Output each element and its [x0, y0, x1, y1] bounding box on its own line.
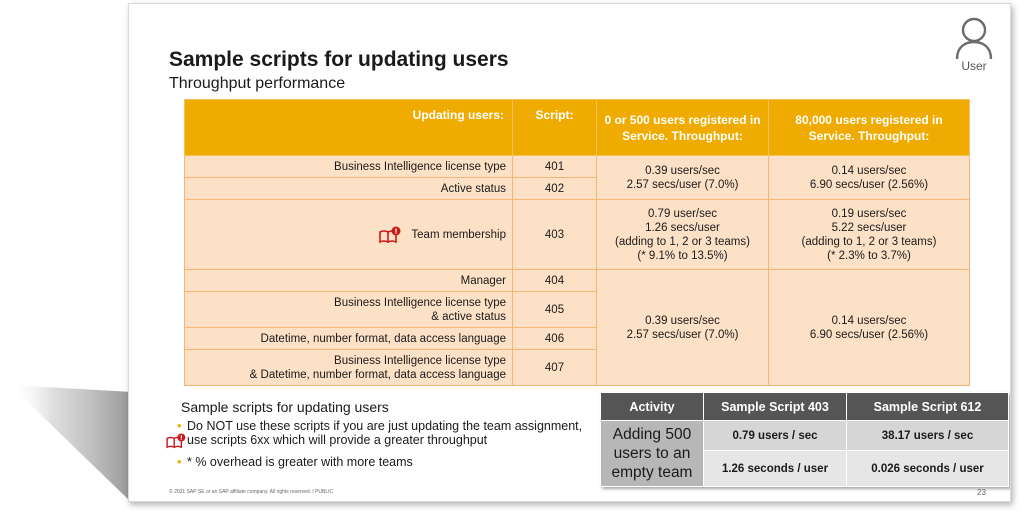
bullet-text: Do NOT use these scripts if you are just… [187, 419, 583, 447]
throughput-small: 0.79 user/sec 1.26 secs/user (adding to … [596, 199, 769, 270]
page-number: 23 [977, 488, 986, 497]
activity-table: Activity Sample Script 403 Sample Script… [600, 392, 1009, 487]
throughput-large: 0.14 users/sec 6.90 secs/user (2.56%) [768, 155, 970, 200]
throughput-large: 0.19 users/sec 5.22 secs/user (adding to… [768, 199, 970, 270]
row-label: Manager [184, 269, 513, 292]
throughput-large: 0.14 users/sec 6.90 secs/user (2.56%) [768, 269, 970, 386]
script-number: 407 [512, 349, 597, 386]
table-cell: 0.026 seconds / user [846, 450, 1009, 487]
throughput-small: 0.39 users/sec 2.57 secs/user (7.0%) [596, 155, 769, 200]
row-label: Active status [184, 177, 513, 200]
copyright-footer: © 2021 SAP SE or an SAP affiliate compan… [169, 489, 334, 495]
user-label: User [961, 59, 987, 73]
row-label-team-membership: Team membership [184, 199, 513, 270]
script-number: 403 [512, 199, 597, 270]
row-label: Datetime, number format, data access lan… [184, 327, 513, 350]
user-button[interactable]: User [946, 16, 1002, 73]
slide: Sample scripts for updating users Throug… [128, 3, 1011, 502]
book-warning-icon [379, 226, 401, 243]
row-label: Business Intelligence license type & Dat… [184, 349, 513, 386]
activity-name: Adding 500 users to an empty team [600, 420, 704, 487]
throughput-small: 0.39 users/sec 2.57 secs/user (7.0%) [596, 269, 769, 386]
table-cell: 38.17 users / sec [846, 420, 1009, 451]
slide-subtitle: Throughput performance [169, 75, 346, 92]
script-number: 402 [512, 177, 597, 200]
script-number: 404 [512, 269, 597, 292]
user-icon [955, 17, 993, 60]
header-activity: Activity [600, 392, 704, 421]
bullet-dot: • [177, 418, 182, 433]
bullet-dot: • [177, 454, 182, 469]
header-updating-users: Updating users: [184, 99, 513, 156]
list-item: • * % overhead is greater with more team… [169, 454, 589, 470]
row-label-text: Team membership [411, 228, 506, 241]
header-script-612: Sample Script 612 [846, 392, 1009, 421]
notes-list: • Do NOT use these scripts if you are ju… [166, 418, 589, 470]
slide-title: Sample scripts for updating users [169, 48, 509, 71]
notes-heading: Sample scripts for updating users [181, 399, 389, 415]
table-cell: 1.26 seconds / user [703, 450, 847, 487]
row-label: Business Intelligence license type & act… [184, 291, 513, 328]
table-cell: 0.79 users / sec [703, 420, 847, 451]
throughput-table: Updating users: Script: 0 or 500 users r… [184, 99, 970, 386]
bullet-text: * % overhead is greater with more teams [187, 455, 413, 469]
script-number: 401 [512, 155, 597, 178]
book-warning-icon [166, 433, 186, 449]
header-small-service: 0 or 500 users registered in Service. Th… [596, 99, 769, 156]
header-script: Script: [512, 99, 597, 156]
header-script-403: Sample Script 403 [703, 392, 847, 421]
script-number: 405 [512, 291, 597, 328]
script-number: 406 [512, 327, 597, 350]
row-label: Business Intelligence license type [184, 155, 513, 178]
list-item: • Do NOT use these scripts if you are ju… [166, 418, 589, 449]
header-large-service: 80,000 users registered in Service. Thro… [768, 99, 970, 156]
